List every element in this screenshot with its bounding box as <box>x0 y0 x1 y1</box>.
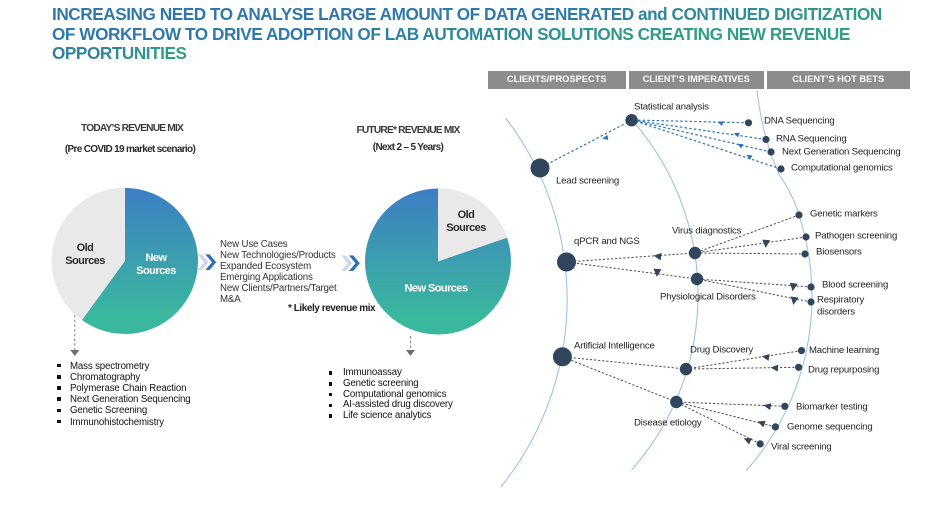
svg-text:qPCR and NGS: qPCR and NGS <box>574 236 640 247</box>
svg-text:Respiratory: Respiratory <box>817 294 864 305</box>
svg-text:Computational genomics: Computational genomics <box>791 162 893 173</box>
svg-text:Blood screening: Blood screening <box>822 279 888 290</box>
svg-text:Lead screening: Lead screening <box>556 175 619 186</box>
svg-text:Disease etiology: Disease etiology <box>634 417 702 428</box>
svg-text:Genome sequencing: Genome sequencing <box>787 421 872 432</box>
svg-text:Biosensors: Biosensors <box>816 246 862 257</box>
svg-text:DNA Sequencing: DNA Sequencing <box>764 115 835 126</box>
svg-text:Next Generation Sequencing: Next Generation Sequencing <box>782 146 901 157</box>
svg-text:Drug Discovery: Drug Discovery <box>690 344 753 355</box>
svg-text:Artificial Intelligence: Artificial Intelligence <box>574 340 655 351</box>
svg-text:Genetic markers: Genetic markers <box>810 208 878 219</box>
svg-text:Biomarker testing: Biomarker testing <box>796 401 868 412</box>
svg-text:Machine learning: Machine learning <box>809 345 879 356</box>
svg-text:Physiological Disorders: Physiological Disorders <box>660 291 756 302</box>
svg-text:Viral screening: Viral screening <box>771 441 832 452</box>
svg-text:Pathogen screening: Pathogen screening <box>815 230 897 241</box>
svg-text:Drug repurposing: Drug repurposing <box>808 364 879 375</box>
svg-text:Statistical analysis: Statistical analysis <box>634 101 709 112</box>
svg-text:disorders: disorders <box>817 306 855 317</box>
svg-text:Virus diagnostics: Virus diagnostics <box>672 225 742 236</box>
svg-text:RNA Sequencing: RNA Sequencing <box>776 133 847 144</box>
